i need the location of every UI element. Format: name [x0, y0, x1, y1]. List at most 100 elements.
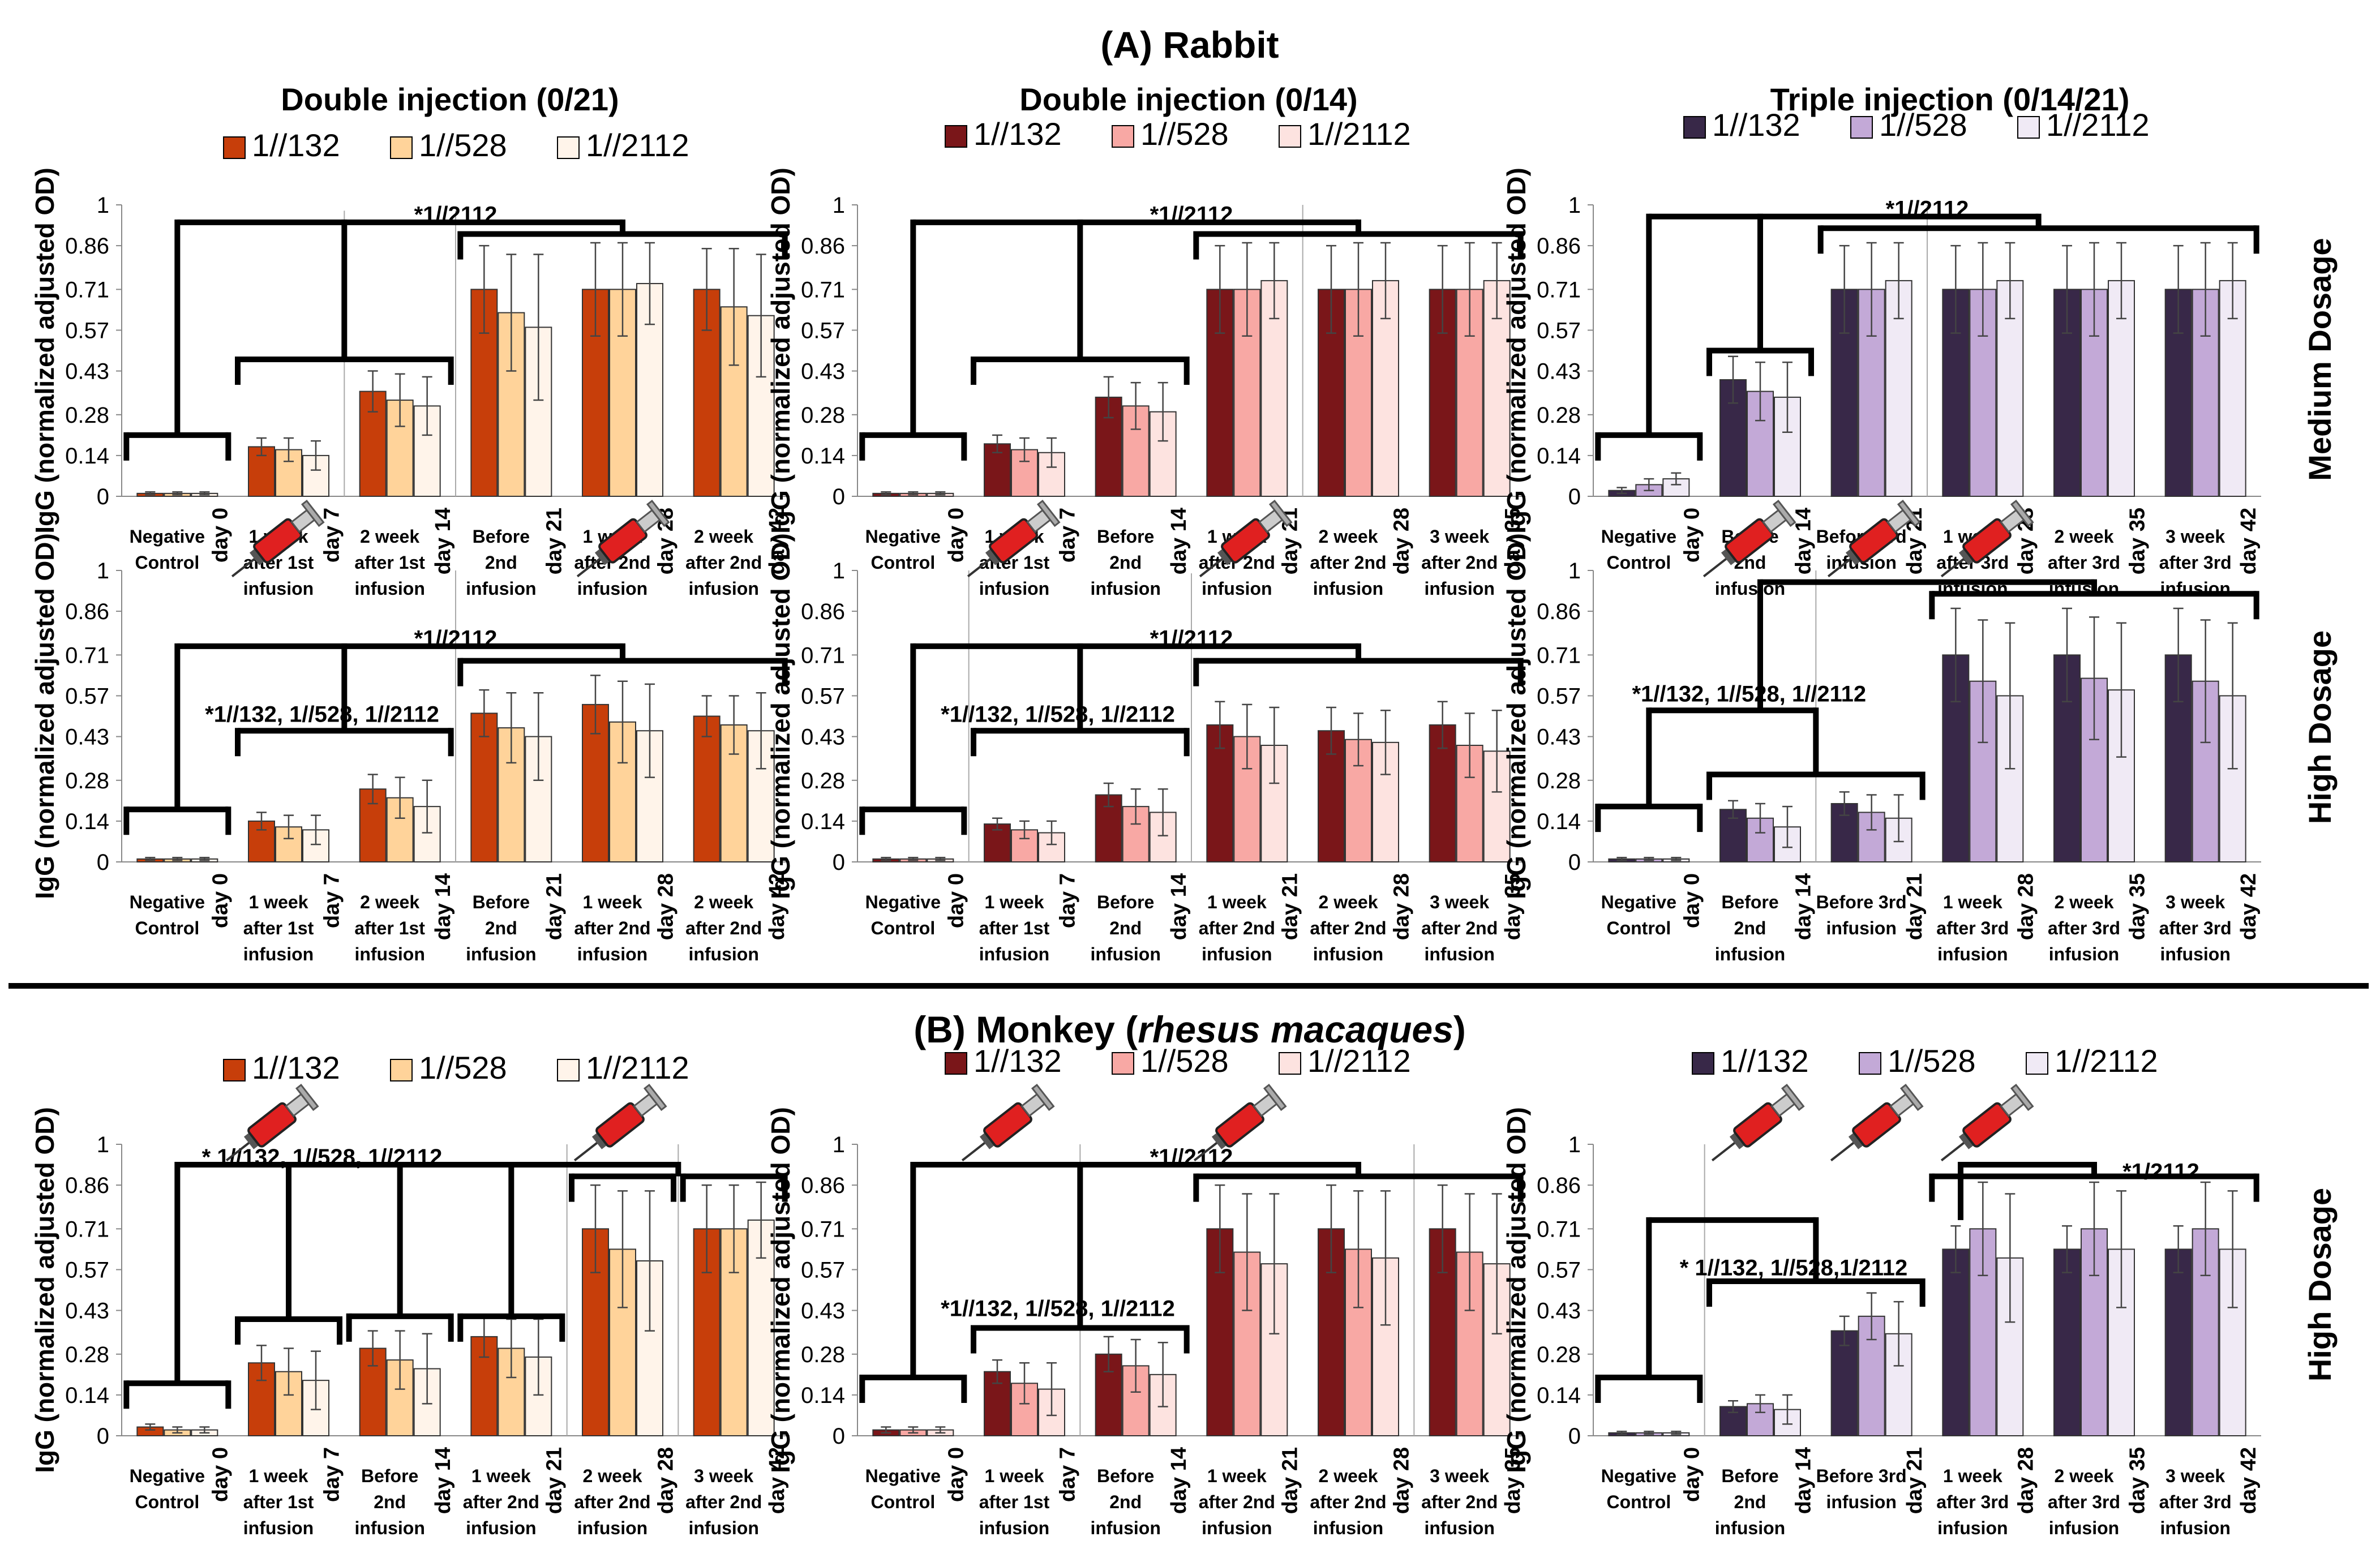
x-category-label: after 3rd [2048, 918, 2120, 938]
x-category-label: infusion [1313, 578, 1383, 599]
x-category-label: 1 week [1943, 1466, 2002, 1486]
x-category-label: Negative [130, 1466, 205, 1486]
y-tick-label: 0.71 [1537, 1217, 1581, 1242]
x-category-label: Negative [1601, 1466, 1676, 1486]
legend-label: 1//2112 [2055, 1043, 2158, 1079]
y-tick-label: 0.14 [65, 1383, 109, 1408]
x-category-label: after 1st [243, 918, 314, 938]
significance-brackets [859, 643, 1524, 835]
x-category-label: 2 week [1319, 892, 1378, 912]
chart-panel: IgG (normalized adjusted OD) 0 0.14 0.28 0.4… [766, 168, 1525, 599]
x-category-label: infusion [688, 1518, 758, 1538]
syringe-tip [591, 1132, 607, 1149]
x-category-label: infusion [1202, 578, 1272, 599]
x-category-label: after 2nd [685, 1492, 762, 1512]
x-category-label: after 2nd [1310, 552, 1386, 573]
legend-swatch [557, 1059, 580, 1081]
x-category-label: Control [870, 918, 935, 938]
syringe-handle [1036, 499, 1061, 527]
y-tick-label: 0.43 [801, 1299, 845, 1324]
legend-swatch [2017, 116, 2040, 139]
syringe-handle [301, 499, 325, 527]
x-day-label: day 0 [1680, 1447, 1704, 1502]
x-category-label: infusion [1715, 1518, 1785, 1538]
legend-swatch [945, 1052, 967, 1075]
legend: 1//132 1//528 1//2112 [945, 116, 1411, 152]
x-category-label: 2 week [694, 892, 753, 912]
x-category-label: 1 week [1943, 892, 2002, 912]
y-axis-label: IgG (normalized adjusted OD) [30, 1107, 59, 1473]
x-category-label: Before 3rd [1816, 1466, 1907, 1486]
significance-annotation: *1//2112 [414, 626, 498, 651]
legend: 1//132 1//528 1//2112 [1683, 107, 2150, 143]
syringe-tip [1848, 1132, 1864, 1149]
x-category-label: Before [1097, 892, 1154, 912]
x-category-label: after 3rd [2048, 1492, 2120, 1512]
x-category-label: infusion [243, 578, 314, 599]
syringe-tip [979, 1132, 995, 1149]
legend-label: 1//528 [1140, 1043, 1229, 1079]
chart-panel: IgG (normalized adjusted OD) 0 0.14 0.28 0.4… [1502, 1107, 2261, 1538]
y-tick-label: 1 [1568, 559, 1581, 583]
syringe-tip [1958, 548, 1974, 565]
syringe-needle [1199, 556, 1225, 578]
x-day-label: day 42 [765, 873, 789, 940]
syringe-needle [1711, 1140, 1738, 1162]
x-category-label: infusion [2049, 1518, 2119, 1538]
syringe-icon [1703, 499, 1796, 578]
x-category-label: Before [1721, 892, 1778, 912]
y-tick-label: 0 [97, 850, 109, 875]
syringe-tip [249, 548, 265, 565]
bar [1260, 1263, 1288, 1436]
x-category-label: after 2nd [1421, 1492, 1498, 1512]
syringe-handle [2010, 1083, 2034, 1111]
x-category-label: Before [473, 526, 530, 547]
x-category-label: infusion [354, 1518, 424, 1538]
x-category-label: after 2nd [1199, 918, 1275, 938]
legend: 1//132 1//528 1//2112 [223, 127, 689, 163]
x-day-label: day 42 [2237, 508, 2261, 574]
x-category-label: 1 week [1207, 892, 1267, 912]
x-day-label: day 35 [2125, 1447, 2149, 1514]
x-category-label: Negative [1601, 892, 1676, 912]
syringe-icon [1940, 1083, 2034, 1162]
x-category-label: after 1st [979, 918, 1050, 938]
y-tick-label: 0.57 [65, 684, 109, 709]
significance-annotation: *1//132, 1//528, 1//2112 [1632, 681, 1866, 706]
section-a-title: (A) Rabbit [1100, 24, 1279, 66]
x-category-label: 1 week [985, 1466, 1044, 1486]
x-category-label: 2 week [694, 526, 753, 547]
x-category-label: infusion [2160, 1518, 2230, 1538]
syringe-handle [643, 1083, 667, 1111]
x-category-label: after 1st [243, 1492, 314, 1512]
row-label-high-dosage-rabbit: High Dosage [2302, 630, 2338, 824]
x-day-label: day 28 [654, 1447, 677, 1514]
x-category-label: 3 week [1430, 526, 1489, 547]
syringe-needle [576, 556, 603, 578]
y-axis-label: IgG (normalized adjusted OD) [30, 168, 59, 534]
x-category-label: after 1st [354, 552, 425, 573]
y-tick-label: 0.71 [1537, 277, 1581, 302]
y-tick-label: 1 [97, 559, 109, 583]
y-tick-label: 0.28 [65, 769, 109, 793]
y-tick-label: 1 [833, 559, 845, 583]
x-category-label: infusion [1313, 1518, 1383, 1538]
syringe-tip [1958, 1132, 1974, 1149]
y-tick-label: 0.57 [1537, 318, 1581, 343]
x-day-label: day 14 [431, 873, 455, 940]
x-category-label: infusion [466, 944, 536, 964]
y-tick-label: 1 [833, 193, 845, 218]
syringe-handle [1268, 499, 1293, 527]
syringe-needle [231, 556, 258, 578]
y-tick-label: 0.14 [1537, 809, 1581, 834]
x-category-label: 2nd [1109, 552, 1142, 573]
x-category-label: infusion [979, 578, 1049, 599]
significance-annotation: *1//132, 1//528, 1//2112 [941, 1297, 1175, 1321]
y-tick-label: 0.43 [1537, 359, 1581, 384]
x-day-label: day 28 [2014, 1447, 2038, 1514]
significance-annotation: *1//2112 [1150, 1145, 1233, 1170]
x-day-label: day 21 [1279, 1447, 1302, 1514]
section-b-title: (B) Monkey (rhesus macaques) [914, 1008, 1466, 1050]
syringe-tip [594, 548, 610, 565]
legend-swatch [1112, 1052, 1134, 1075]
